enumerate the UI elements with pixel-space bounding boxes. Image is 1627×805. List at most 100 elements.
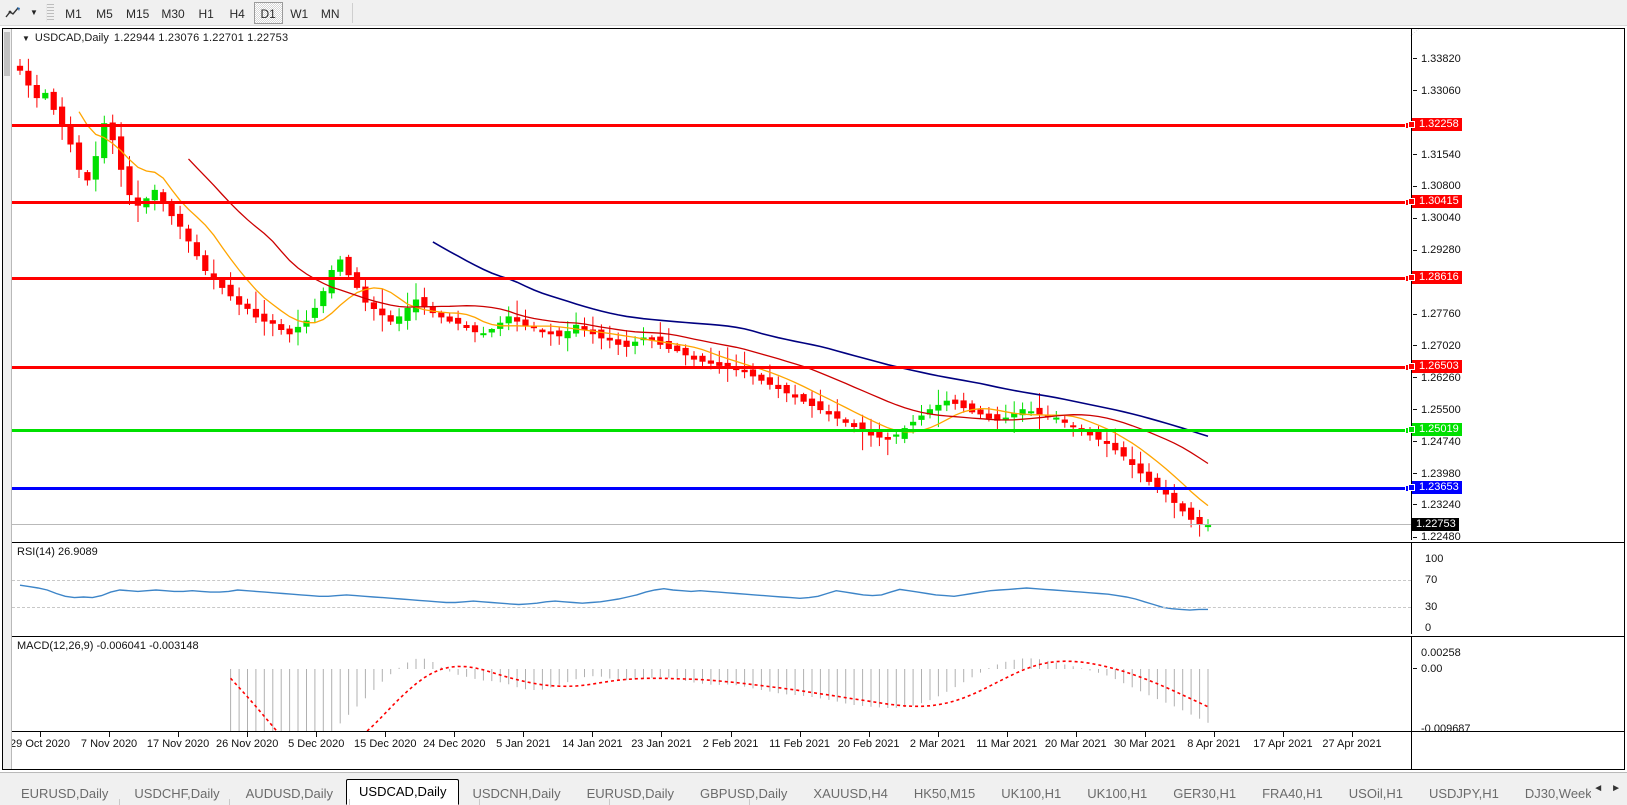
date-label: 7 Nov 2020 (80, 738, 138, 750)
symbol-tab-usoil-h1[interactable]: USOil,H1 (1348, 786, 1403, 801)
price-tick: 1.26260 (1412, 372, 1461, 384)
symbol-tab-usdchf-daily[interactable]: USDCHF,Daily (134, 786, 220, 801)
current-price-tag: 1.22753 (1412, 518, 1459, 532)
level-price-tag[interactable]: 1.30415 (1408, 195, 1462, 209)
level-price-tag[interactable]: 1.28616 (1408, 271, 1462, 285)
level-price-tag[interactable]: 1.26503 (1408, 360, 1462, 374)
symbol-name: USDCAD,Daily (34, 32, 109, 44)
date-tick (523, 732, 525, 737)
macd-tick: 0.00 (1412, 663, 1442, 675)
date-label: 20 Feb 2021 (837, 738, 900, 750)
rsi-label: RSI(14) 26.9089 (17, 546, 98, 558)
rsi-line (19, 584, 1208, 611)
date-label: 24 Dec 2020 (423, 738, 486, 750)
date-tick (661, 732, 663, 737)
date-label: 11 Feb 2021 (769, 738, 831, 750)
price-tick: 1.25500 (1412, 404, 1461, 416)
date-tick (1144, 732, 1146, 737)
level-line[interactable] (12, 199, 1411, 207)
level-line[interactable] (12, 275, 1411, 283)
date-tick (592, 732, 594, 737)
level-line[interactable] (12, 426, 1411, 434)
date-label: 5 Jan 2021 (496, 738, 551, 750)
rsi-tick: 70 (1425, 573, 1438, 586)
date-label: 20 Mar 2021 (1044, 738, 1107, 750)
date-label: 15 Dec 2020 (354, 738, 417, 750)
timeframe-h4[interactable]: H4 (229, 6, 245, 21)
symbol-tab-eurusd-daily[interactable]: EURUSD,Daily (586, 786, 674, 801)
price-tick: 1.33060 (1412, 85, 1461, 97)
tab-nav-controls: ◄ ► (1591, 772, 1627, 805)
date-label: 11 Mar 2021 (976, 738, 1038, 750)
macd-plot-area[interactable] (12, 637, 1411, 731)
symbol-tab-ger30-h1[interactable]: GER30,H1 (1173, 786, 1237, 801)
price-pane: ▼ USDCAD,Daily 1.22944 1.23076 1.22701 1… (12, 29, 1624, 543)
rsi-plot-area[interactable] (12, 543, 1411, 634)
toolbar-grip[interactable] (46, 3, 54, 22)
level-price-tag[interactable]: 1.32258 (1408, 117, 1462, 131)
level-price-tag[interactable]: 1.25019 (1408, 422, 1462, 436)
macd-pane: MACD(12,26,9) -0.006041 -0.003148 0.0025… (12, 636, 1624, 735)
level-price-tag[interactable]: 1.23653 (1408, 480, 1462, 494)
level-line[interactable] (12, 364, 1411, 372)
date-axis-pane: 29 Oct 2020 7 Nov 2020 17 Nov 2020 26 Nov 2… (12, 731, 1624, 769)
indicators-icon[interactable] (0, 1, 26, 25)
price-tick: 1.22480 (1412, 531, 1461, 543)
date-label: 27 Apr 2021 (1322, 738, 1382, 750)
date-tick (868, 732, 870, 737)
date-label: 5 Dec 2020 (288, 738, 345, 750)
toolbar-divider (351, 2, 353, 23)
timeframe-m1[interactable]: M1 (65, 6, 82, 21)
timeframe-group: M1 M5 M15 M30 H1 H4 D1 W1 MN (58, 1, 346, 25)
price-tick: 1.23980 (1412, 468, 1461, 480)
symbol-tab-uk100-h1[interactable]: UK100,H1 (1001, 786, 1062, 801)
dropdown-caret-icon[interactable]: ▼ (30, 8, 38, 17)
date-axis[interactable]: 29 Oct 2020 7 Nov 2020 17 Nov 2020 26 Nov 2… (12, 732, 1411, 769)
rsi-guide (12, 579, 1411, 581)
level-line[interactable] (12, 121, 1411, 129)
date-label: 30 Mar 2021 (1113, 738, 1176, 750)
timeframe-d1[interactable]: D1 (253, 1, 283, 24)
date-axis-corner (1411, 732, 1624, 769)
symbol-tab-eurusd-daily[interactable]: EURUSD,Daily (21, 786, 109, 801)
symbol-tab-usdjpy-h1[interactable]: USDJPY,H1 (1428, 786, 1499, 801)
price-scale[interactable]: 1.33820 1.33060 1.31540 1.30800 1.30040 1.292… (1408, 29, 1624, 543)
chart-vertical-scrollbar[interactable] (3, 29, 12, 769)
timeframe-w1[interactable]: W1 (290, 6, 309, 21)
symbol-tab-usdcnh-daily[interactable]: USDCNH,Daily (472, 786, 561, 801)
date-tick (454, 732, 456, 737)
tab-next-icon[interactable]: ► (1611, 783, 1621, 794)
tab-prev-icon[interactable]: ◄ (1593, 783, 1604, 794)
date-tick (799, 732, 801, 737)
timeframe-m5[interactable]: M5 (96, 6, 113, 21)
date-tick (40, 732, 41, 737)
price-plot-area[interactable] (12, 29, 1411, 540)
timeframe-h1[interactable]: H1 (198, 6, 214, 21)
timeframe-m15[interactable]: M15 (126, 6, 150, 21)
timeframe-mn[interactable]: MN (320, 6, 340, 21)
symbol-tab-gbpusd-daily[interactable]: GBPUSD,Daily (699, 786, 788, 801)
symbol-header: ▼ USDCAD,Daily 1.22944 1.23076 1.22701 1… (22, 31, 288, 45)
symbol-tab-xauusd-h4[interactable]: XAUUSD,H4 (813, 786, 888, 801)
symbol-tab-dj30-weekly[interactable]: DJ30,Weekly (1524, 786, 1592, 801)
symbol-tab-audusd-daily[interactable]: AUDUSD,Daily (245, 786, 334, 801)
macd-tick: 0.00258 (1421, 647, 1461, 659)
macd-label: MACD(12,26,9) -0.006041 -0.003148 (17, 640, 199, 652)
symbol-tab-hk50-m15[interactable]: HK50,M15 (913, 786, 976, 801)
main-toolbar: ▼ M1 M5 M15 M30 H1 H4 D1 W1 MN (0, 0, 1627, 26)
price-tick: 1.27760 (1412, 308, 1461, 320)
rsi-tick: 30 (1425, 601, 1438, 614)
timeframe-m30[interactable]: M30 (161, 6, 185, 21)
level-line[interactable] (12, 484, 1411, 492)
symbol-tab-usdcad-daily[interactable]: USDCAD,Daily (346, 779, 460, 805)
date-label: 23 Jan 2021 (631, 738, 692, 750)
date-label: 29 Oct 2020 (12, 738, 70, 750)
symbol-tab-fra40-h1[interactable]: FRA40,H1 (1262, 786, 1323, 801)
date-tick (1006, 732, 1008, 737)
date-tick (109, 732, 111, 737)
chart-top-marker-icon (1410, 29, 1419, 36)
rsi-scale: 100 70 30 0 (1411, 543, 1624, 634)
symbol-caret-icon[interactable]: ▼ (22, 33, 30, 43)
macd-histogram (230, 658, 1209, 731)
symbol-tab-uk100-h1[interactable]: UK100,H1 (1087, 786, 1148, 801)
